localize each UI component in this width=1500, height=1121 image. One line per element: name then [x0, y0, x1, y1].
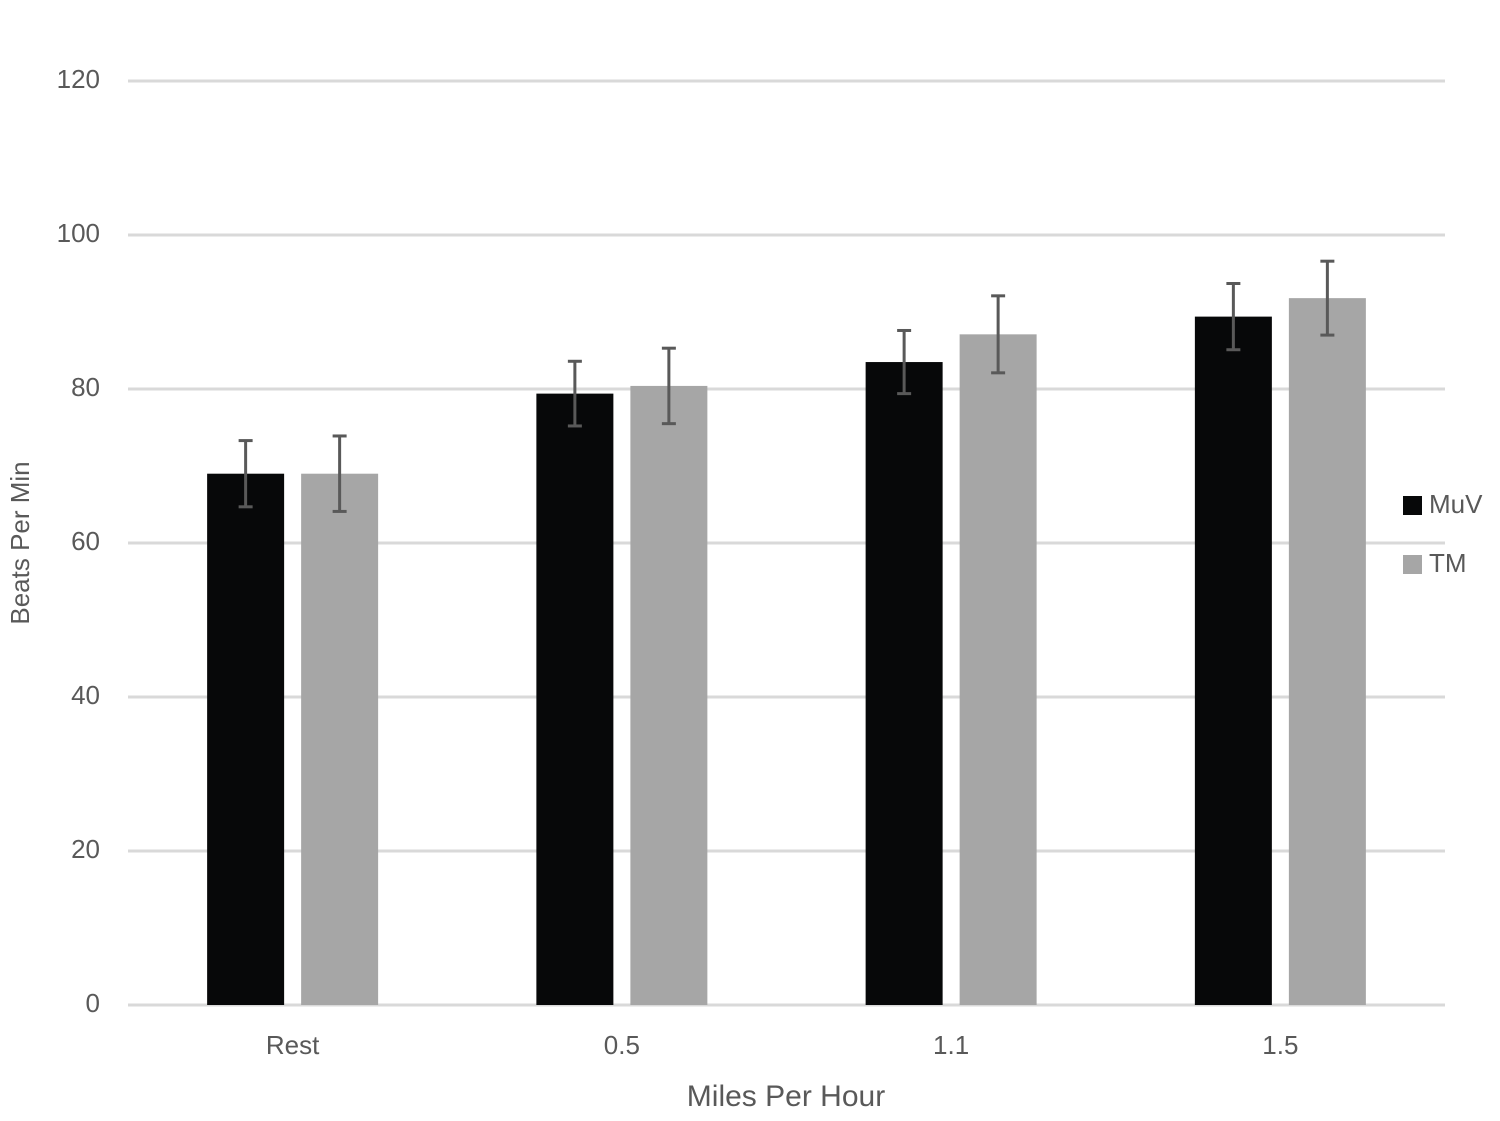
y-tick-label: 100 [57, 218, 100, 248]
bar [865, 362, 943, 1005]
error-bar [897, 328, 912, 396]
legend-label: MuV [1429, 489, 1483, 519]
error-bar [1226, 282, 1241, 352]
bar [301, 473, 379, 1005]
legend-swatch [1403, 555, 1422, 574]
y-axis-label: Beats Per Min [5, 461, 35, 624]
y-tick-label: 120 [57, 64, 100, 94]
error-bar [332, 434, 347, 513]
error-bar [661, 346, 676, 426]
legend-swatch [1403, 496, 1422, 515]
y-tick-label: 20 [71, 834, 100, 864]
bar [959, 334, 1037, 1006]
bar [1194, 316, 1272, 1005]
y-tick-label: 60 [71, 526, 100, 556]
y-tick-label: 0 [86, 988, 100, 1018]
error-bar [567, 359, 582, 428]
bar [207, 473, 285, 1005]
x-tick-label: 0.5 [604, 1030, 640, 1060]
bar [1288, 298, 1366, 1005]
y-tick-label: 80 [71, 372, 100, 402]
y-tick-label: 40 [71, 680, 100, 710]
error-bar [238, 439, 253, 509]
x-tick-label: Rest [266, 1030, 320, 1060]
bar [536, 393, 614, 1005]
x-tick-label: 1.1 [933, 1030, 969, 1060]
error-bar [991, 294, 1006, 375]
x-axis-label: Miles Per Hour [687, 1080, 885, 1113]
error-bar [1320, 259, 1335, 337]
bar [630, 385, 708, 1005]
x-tick-label: 1.5 [1262, 1030, 1298, 1060]
legend-label: TM [1429, 548, 1467, 578]
